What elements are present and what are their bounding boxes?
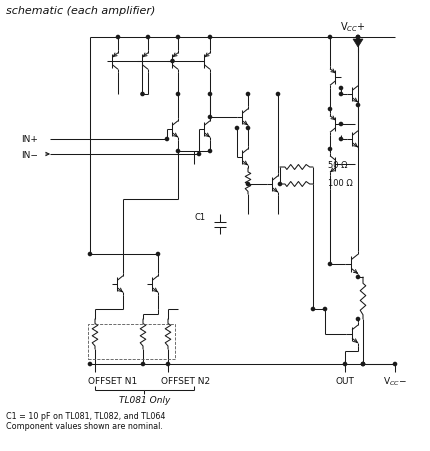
Text: IN−: IN− — [21, 150, 38, 159]
Circle shape — [343, 363, 346, 366]
Text: 50 Ω: 50 Ω — [327, 160, 347, 169]
Circle shape — [393, 363, 396, 366]
Circle shape — [197, 153, 200, 156]
Circle shape — [165, 138, 168, 141]
Circle shape — [328, 263, 331, 266]
Circle shape — [328, 37, 331, 40]
Circle shape — [116, 37, 119, 40]
Circle shape — [356, 104, 359, 107]
Circle shape — [88, 253, 92, 256]
Circle shape — [246, 183, 249, 186]
Circle shape — [176, 150, 179, 153]
Circle shape — [276, 93, 279, 97]
Circle shape — [356, 37, 359, 40]
Circle shape — [146, 37, 149, 40]
Circle shape — [338, 123, 342, 126]
Circle shape — [356, 318, 359, 321]
Text: IN+: IN+ — [21, 135, 38, 144]
Circle shape — [361, 363, 364, 366]
Circle shape — [208, 37, 211, 40]
Circle shape — [328, 108, 331, 111]
Circle shape — [338, 138, 342, 141]
Text: OFFSET N1: OFFSET N1 — [88, 377, 137, 386]
Text: Component values shown are nominal.: Component values shown are nominal. — [6, 422, 163, 431]
Circle shape — [208, 150, 211, 153]
Circle shape — [246, 127, 249, 130]
Polygon shape — [352, 40, 362, 48]
Circle shape — [156, 253, 159, 256]
Text: 100 Ω: 100 Ω — [327, 178, 352, 187]
Circle shape — [311, 308, 314, 311]
Text: V$_{CC}$+: V$_{CC}$+ — [339, 20, 365, 34]
Circle shape — [176, 93, 179, 97]
Circle shape — [141, 363, 144, 366]
Circle shape — [208, 93, 211, 97]
Circle shape — [361, 363, 364, 366]
Circle shape — [171, 60, 174, 64]
Circle shape — [141, 93, 144, 97]
Circle shape — [356, 37, 359, 40]
Circle shape — [338, 93, 342, 97]
Circle shape — [166, 363, 169, 366]
Circle shape — [356, 276, 359, 279]
Text: V$_{CC}$−: V$_{CC}$− — [382, 375, 406, 387]
Circle shape — [322, 308, 326, 311]
Circle shape — [235, 127, 238, 130]
Text: OUT: OUT — [335, 377, 353, 386]
Text: C1 = 10 pF on TL081, TL082, and TL064: C1 = 10 pF on TL081, TL082, and TL064 — [6, 412, 165, 421]
Circle shape — [208, 116, 211, 120]
Circle shape — [278, 183, 281, 186]
Text: C1: C1 — [194, 213, 206, 222]
Text: OFFSET N2: OFFSET N2 — [161, 377, 210, 386]
Text: schematic (each amplifier): schematic (each amplifier) — [6, 6, 155, 16]
Text: TL081 Only: TL081 Only — [119, 396, 170, 405]
Circle shape — [88, 363, 92, 366]
Circle shape — [338, 87, 342, 90]
Circle shape — [176, 37, 179, 40]
Circle shape — [328, 148, 331, 151]
Circle shape — [246, 93, 249, 97]
